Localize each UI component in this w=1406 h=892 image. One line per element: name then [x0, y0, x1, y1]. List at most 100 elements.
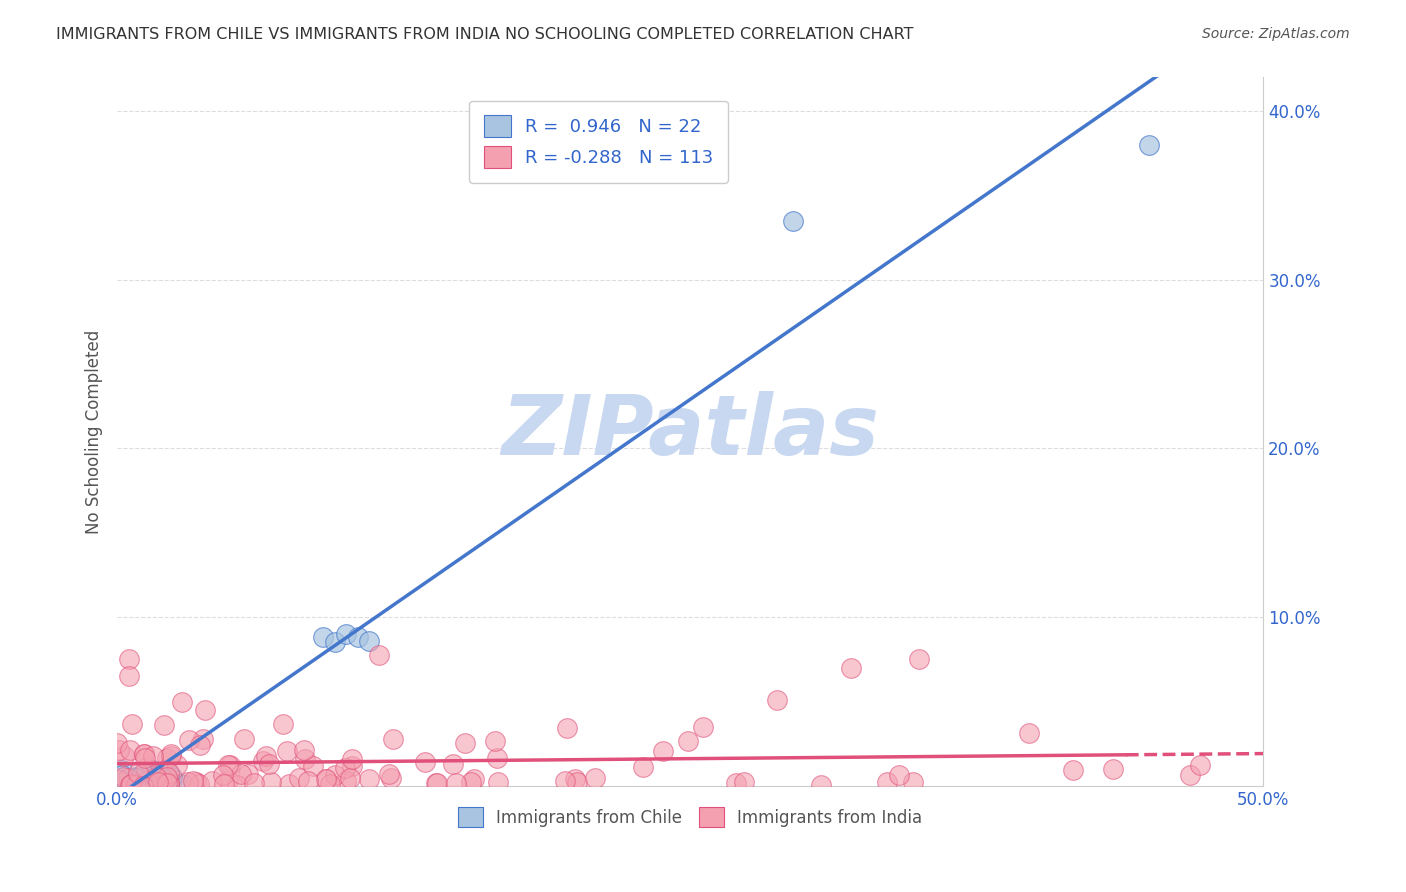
Point: [162, 770, 184, 784]
Point: [156, 770, 179, 784]
Point: [444, 776, 467, 790]
Point: [484, 734, 506, 748]
Point: [315, 772, 337, 787]
Point: [1062, 763, 1084, 777]
Point: [136, 774, 159, 789]
Point: [118, 778, 141, 792]
Point: [111, 767, 134, 781]
Point: [297, 773, 319, 788]
Point: [134, 747, 156, 761]
Point: [631, 760, 654, 774]
Point: [278, 777, 301, 791]
Point: [157, 766, 180, 780]
Point: [676, 734, 699, 748]
Point: [276, 744, 298, 758]
Point: [441, 756, 464, 771]
Point: [156, 776, 179, 790]
Point: [340, 758, 363, 772]
Point: [135, 761, 157, 775]
Point: [323, 635, 346, 649]
Point: [315, 772, 337, 787]
Point: [112, 748, 135, 763]
Point: [486, 775, 509, 789]
Point: [565, 774, 588, 789]
Point: [107, 742, 129, 756]
Point: [876, 775, 898, 789]
Point: [368, 648, 391, 663]
Point: [460, 774, 482, 789]
Point: [288, 772, 311, 786]
Point: [302, 759, 325, 773]
Point: [1137, 137, 1160, 152]
Point: [105, 736, 128, 750]
Point: [426, 776, 449, 790]
Point: [318, 777, 340, 791]
Point: [1178, 768, 1201, 782]
Point: [724, 776, 747, 790]
Point: [132, 747, 155, 761]
Point: [191, 731, 214, 746]
Point: [294, 743, 316, 757]
Point: [111, 775, 134, 789]
Point: [271, 717, 294, 731]
Point: [141, 763, 163, 777]
Point: [177, 775, 200, 789]
Point: [159, 775, 181, 789]
Point: [136, 771, 159, 785]
Point: [124, 770, 146, 784]
Point: [229, 767, 252, 781]
Point: [190, 738, 212, 752]
Point: [733, 775, 755, 789]
Point: [583, 771, 606, 785]
Point: [226, 779, 249, 793]
Point: [160, 749, 183, 764]
Point: [156, 751, 179, 765]
Point: [1189, 757, 1212, 772]
Text: IMMIGRANTS FROM CHILE VS IMMIGRANTS FROM INDIA NO SCHOOLING COMPLETED CORRELATIO: IMMIGRANTS FROM CHILE VS IMMIGRANTS FROM…: [56, 27, 914, 42]
Point: [1018, 726, 1040, 740]
Point: [172, 695, 194, 709]
Point: [692, 721, 714, 735]
Point: [217, 773, 239, 788]
Point: [810, 778, 832, 792]
Point: [485, 751, 508, 765]
Point: [127, 766, 149, 780]
Point: [159, 747, 181, 762]
Point: [217, 757, 239, 772]
Point: [194, 702, 217, 716]
Point: [143, 769, 166, 783]
Y-axis label: No Schooling Completed: No Schooling Completed: [86, 329, 103, 533]
Point: [212, 777, 235, 791]
Point: [120, 777, 142, 791]
Point: [339, 771, 361, 785]
Point: [340, 752, 363, 766]
Point: [132, 766, 155, 780]
Point: [121, 717, 143, 731]
Point: [564, 772, 586, 787]
Point: [380, 771, 402, 785]
Point: [166, 757, 188, 772]
Point: [243, 776, 266, 790]
Point: [347, 631, 370, 645]
Point: [156, 763, 179, 777]
Point: [141, 764, 163, 778]
Point: [259, 756, 281, 771]
Point: [252, 754, 274, 768]
Point: [218, 758, 240, 772]
Point: [111, 764, 134, 778]
Point: [145, 771, 167, 785]
Point: [323, 768, 346, 782]
Point: [125, 771, 148, 785]
Point: [254, 748, 277, 763]
Point: [125, 778, 148, 792]
Point: [766, 693, 789, 707]
Point: [150, 773, 173, 788]
Text: ZIPatlas: ZIPatlas: [502, 391, 879, 472]
Point: [134, 751, 156, 765]
Point: [157, 777, 180, 791]
Point: [335, 774, 357, 789]
Point: [381, 731, 404, 746]
Point: [153, 776, 176, 790]
Point: [335, 627, 357, 641]
Point: [118, 652, 141, 666]
